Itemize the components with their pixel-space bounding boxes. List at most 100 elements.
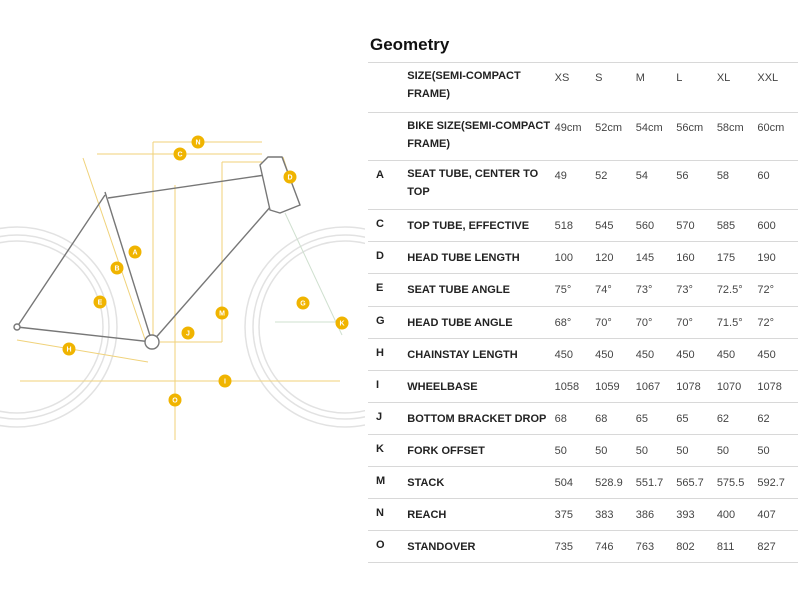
row-value: 52cm (595, 122, 623, 134)
row-letter: I (376, 379, 380, 391)
row-value: 60cm (757, 122, 785, 134)
row-value: 70° (635, 317, 653, 329)
row-value: 62 (757, 413, 770, 425)
row-name: BIKE SIZE(SEMI-COMPACT FRAME) (407, 120, 551, 150)
row-name: FORK OFFSET (407, 445, 485, 457)
row-value: XL (716, 72, 731, 84)
row-value: 575.5 (716, 477, 745, 489)
row-value: 52 (595, 170, 608, 182)
row-value: 71.5° (716, 317, 743, 329)
geometry-table: SIZE(SEMI-COMPACT FRAME) XS S M L XL XXL BIKE S… (368, 62, 798, 563)
table-row: G HEAD TUBE ANGLE 68° 70° 70° 70° 71.5° 72° (368, 306, 798, 339)
row-letter: G (376, 315, 385, 327)
marker-label: C (177, 152, 182, 159)
row-value: 70° (676, 317, 693, 329)
row-value: 58 (716, 170, 730, 182)
marker-E (93, 295, 107, 309)
row-value: 450 (716, 349, 736, 361)
marker-label: I (224, 379, 226, 386)
row-value: 450 (757, 349, 776, 361)
row-value: 50 (554, 445, 567, 457)
marker-label: M (219, 311, 225, 318)
table-row: N REACH 375 383 386 393 400 407 (368, 498, 798, 531)
row-letter: E (376, 282, 384, 294)
row-value: 65 (635, 413, 648, 425)
marker-J (181, 326, 195, 340)
row-value: 570 (676, 220, 695, 232)
row-value: 50 (716, 445, 730, 457)
table-row: BIKE SIZE(SEMI-COMPACT FRAME) 49cm 52cm 54c… (368, 112, 798, 161)
row-value: 65 (676, 413, 689, 425)
front-wheel (244, 226, 365, 428)
row-value: L (676, 72, 683, 84)
table-row: E SEAT TUBE ANGLE 75° 74° 73° 73° 72.5° 72° (368, 273, 798, 307)
row-value: 68° (554, 317, 572, 329)
row-value: 54cm (635, 122, 663, 134)
row-value: 74° (595, 284, 612, 296)
row-letter: M (376, 475, 386, 487)
row-value: 72.5° (716, 284, 743, 296)
marker-N (191, 135, 205, 149)
row-value: 585 (716, 220, 736, 232)
row-value: 393 (676, 509, 695, 521)
marker-C (173, 147, 187, 161)
row-value: 72° (757, 284, 774, 296)
row-value: 1078 (757, 381, 782, 393)
row-name: STANDOVER (407, 541, 476, 553)
marker-label: D (287, 175, 292, 182)
row-value: 49cm (554, 122, 582, 134)
wheels (0, 226, 365, 428)
bike-geometry-diagram: N C D A B E G K M J H I O (0, 135, 365, 440)
row-value: 58cm (716, 122, 744, 134)
marker-I (218, 374, 232, 388)
row-value: 73° (676, 284, 693, 296)
row-value: 1067 (635, 381, 661, 393)
row-name: HEAD TUBE LENGTH (407, 252, 520, 264)
row-letter (376, 63, 407, 71)
rear-wheel (0, 226, 118, 428)
row-value: 450 (595, 349, 614, 361)
row-value: 54 (635, 170, 648, 182)
bike-frame (13, 156, 301, 350)
row-value: 60 (757, 170, 770, 182)
row-value: 120 (595, 252, 614, 264)
row-name: SEAT TUBE, CENTER TO TOP (407, 168, 539, 198)
row-value: 504 (554, 477, 573, 489)
row-value: 811 (716, 541, 735, 553)
row-name: STACK (407, 477, 445, 489)
marker-D (283, 170, 297, 184)
row-value: 827 (757, 541, 776, 553)
page-title: Geometry (370, 35, 450, 54)
row-value: 746 (595, 541, 614, 553)
marker-A (128, 245, 142, 259)
row-value: 70° (595, 317, 612, 329)
row-value: 383 (595, 509, 614, 521)
row-letter: D (376, 250, 384, 262)
table-row: D HEAD TUBE LENGTH 100 120 145 160 175 190 (368, 241, 798, 274)
row-letter: A (376, 169, 384, 181)
row-name: CHAINSTAY LENGTH (407, 349, 518, 361)
row-name: BOTTOM BRACKET DROP (407, 413, 547, 425)
row-name: REACH (407, 509, 447, 521)
row-value: 551.7 (635, 477, 664, 489)
table-row: H CHAINSTAY LENGTH 450 450 450 450 450 450 (368, 338, 798, 371)
table-row: I WHEELBASE 1058 1059 1067 1078 1070 1078 (368, 370, 798, 403)
row-value: 450 (635, 349, 655, 361)
row-value: 735 (554, 541, 573, 553)
row-value: 1078 (676, 381, 701, 393)
table-row: J BOTTOM BRACKET DROP 68 68 65 65 62 62 (368, 402, 798, 435)
row-value: XXL (757, 72, 779, 84)
row-letter: K (376, 443, 384, 455)
row-value: 56cm (676, 122, 704, 134)
table-row: A SEAT TUBE, CENTER TO TOP 49 52 54 56 58 60 (368, 160, 798, 210)
row-letter (376, 113, 407, 121)
row-value: 802 (676, 541, 695, 553)
marker-B (110, 261, 124, 275)
row-value: 50 (676, 445, 689, 457)
row-value: 1058 (554, 381, 580, 393)
marker-label: A (132, 250, 137, 257)
row-value: 407 (757, 509, 776, 521)
row-value: 560 (635, 220, 655, 232)
row-value: 56 (676, 170, 689, 182)
row-value: 100 (554, 252, 573, 264)
